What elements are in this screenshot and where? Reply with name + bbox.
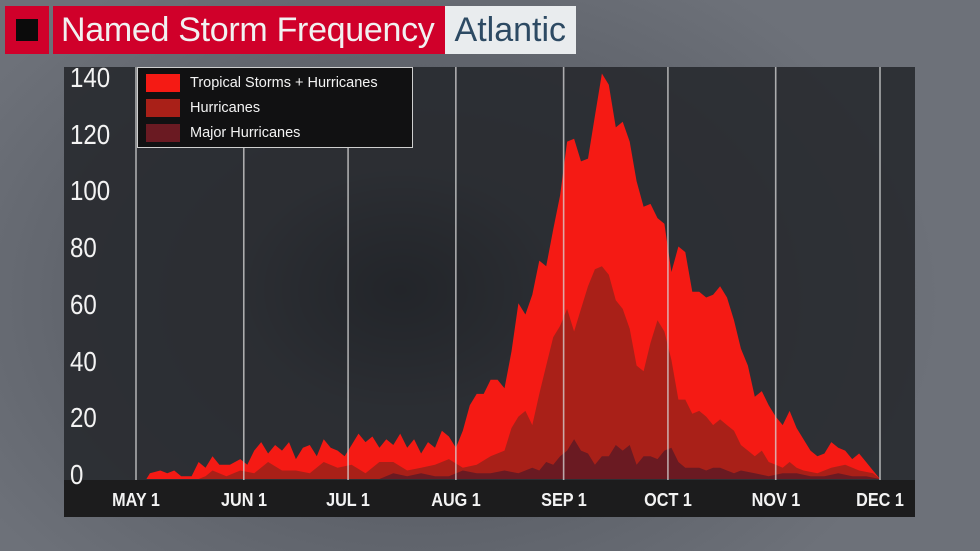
x-tick-label: AUG 1: [431, 490, 481, 510]
y-tick-label: 140: [70, 62, 111, 93]
legend-item-major-hurricanes: Major Hurricanes: [146, 124, 300, 142]
legend-swatch-hurricanes: [146, 99, 180, 117]
x-tick-label: MAY 1: [112, 490, 160, 510]
y-tick-label: 80: [70, 232, 97, 264]
legend-item-hurricanes: Hurricanes: [146, 99, 260, 117]
legend-swatch-major-hurricanes: [146, 124, 180, 142]
y-tick-label: 120: [70, 118, 111, 150]
area-series-0: [146, 73, 880, 479]
x-tick-label: DEC 1: [856, 490, 904, 510]
x-tick-label: JUL 1: [326, 490, 370, 510]
y-tick-label: 40: [70, 345, 97, 377]
y-tick-label: 20: [70, 402, 97, 434]
x-tick-label: NOV 1: [751, 490, 801, 510]
area-series-2: [379, 439, 880, 479]
y-tick-label: 0: [70, 459, 84, 490]
title-bar: Named Storm Frequency Atlantic: [5, 6, 577, 54]
legend-label: Major Hurricanes: [190, 125, 301, 141]
chart-plot: [135, 67, 881, 480]
logo-square-icon: [5, 6, 49, 54]
legend-swatch-tropical-storms: [146, 74, 180, 92]
legend: Tropical Storms + Hurricanes Hurricanes …: [137, 67, 413, 148]
area-series-1: [198, 266, 881, 479]
legend-item-tropical-storms: Tropical Storms + Hurricanes: [146, 74, 378, 92]
legend-label: Tropical Storms + Hurricanes: [190, 75, 378, 91]
chart-frame: 0 20 40 60 80 100 120 140 MAY 1 JUN 1 JUL 1 AUG 1 S…: [64, 62, 915, 517]
x-axis-band: [64, 480, 915, 517]
legend-label: Hurricanes: [190, 100, 261, 116]
region-label: Atlantic: [444, 6, 577, 54]
y-tick-label: 100: [70, 175, 111, 207]
chart-title: Named Storm Frequency: [53, 6, 445, 54]
y-tick-label: 60: [70, 288, 97, 320]
x-tick-label: OCT 1: [644, 490, 692, 510]
x-tick-label: SEP 1: [540, 490, 587, 510]
x-tick-label: JUN 1: [220, 490, 267, 510]
